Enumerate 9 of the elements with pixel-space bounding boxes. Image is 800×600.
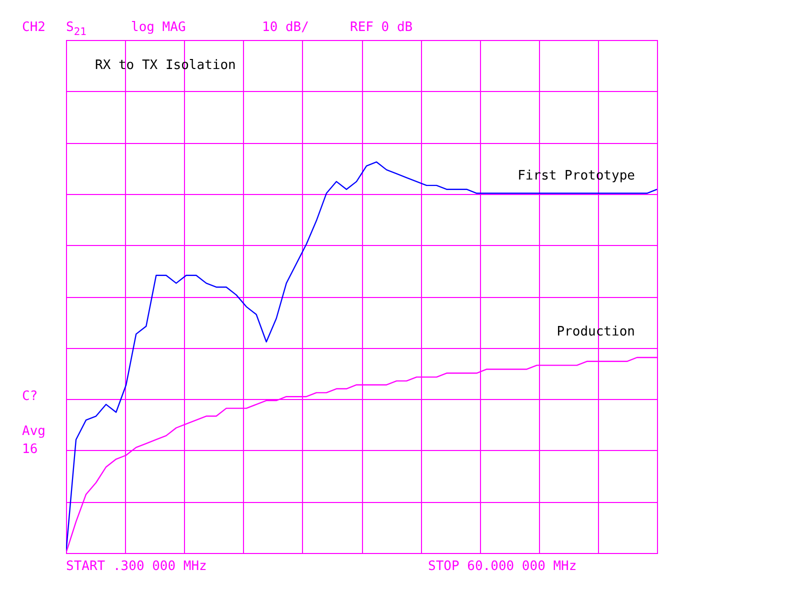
text: START .300 000 MHz — [66, 559, 207, 574]
text: CH2 — [22, 20, 46, 35]
text: Avg — [22, 424, 46, 439]
text: 10 dB/ — [262, 20, 309, 35]
text: C? — [22, 389, 38, 404]
text: REF 0 dB — [350, 20, 413, 35]
text: 16 — [22, 442, 38, 457]
text: STOP 60.000 000 MHz — [428, 559, 577, 574]
text: log MAG — [131, 20, 186, 35]
